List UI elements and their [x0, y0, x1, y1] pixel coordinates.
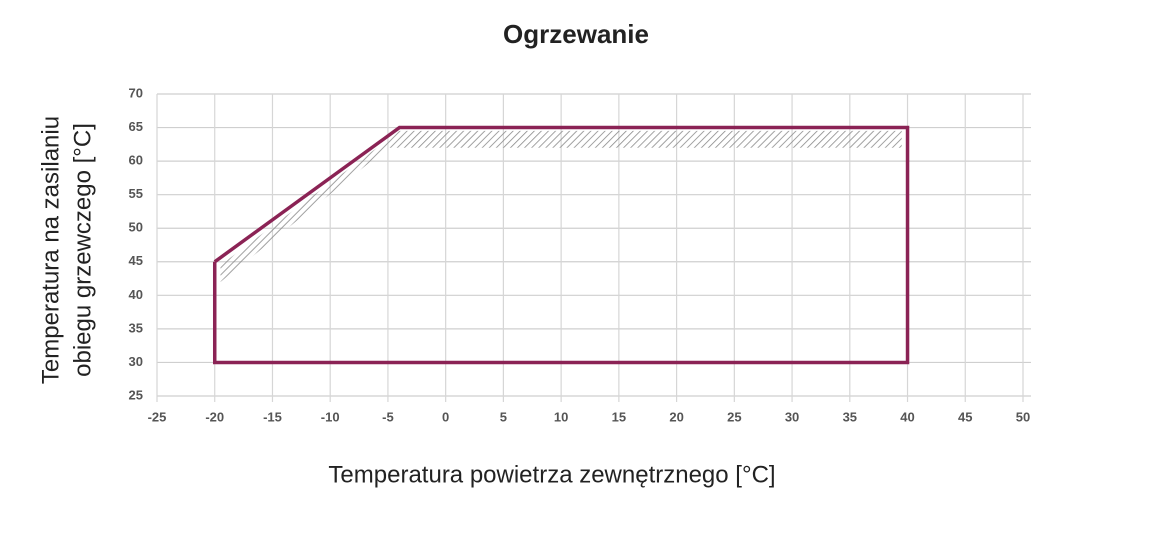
y-tick-label: 60	[129, 153, 143, 168]
x-tick-label: 30	[785, 409, 799, 424]
x-tick-label: 25	[727, 409, 741, 424]
x-tick-label: -5	[382, 409, 394, 424]
envelope-line	[212, 125, 910, 365]
x-tick-label: 0	[442, 409, 449, 424]
y-tick-label: 50	[129, 220, 143, 235]
x-tick-label: -10	[321, 409, 340, 424]
x-tick-label: -15	[263, 409, 282, 424]
y-tick-label: 55	[129, 186, 143, 201]
x-tick-label: 20	[669, 409, 683, 424]
chart-title: Ogrzewanie	[503, 19, 649, 49]
y-tick-label: 30	[129, 354, 143, 369]
y-tick-label: 45	[129, 253, 143, 268]
y-tick-label: 65	[129, 119, 143, 134]
x-tick-label: 5	[500, 409, 507, 424]
y-tick-label: 70	[129, 85, 143, 100]
x-axis-label: Temperatura powietrza zewnętrznego [°C]	[328, 461, 775, 488]
x-tick-label: 45	[958, 409, 972, 424]
x-tick-label: 15	[612, 409, 626, 424]
x-tick-label: 40	[900, 409, 914, 424]
x-tick-label: 50	[1016, 409, 1030, 424]
y-tick-label: 35	[129, 320, 143, 335]
y-tick-label: 40	[129, 287, 143, 302]
x-tick-label: 35	[843, 409, 857, 424]
y-axis-label: Temperatura na zasilaniu	[37, 116, 64, 384]
hatched-band	[220, 130, 902, 282]
y-axis-label: obiegu grzewczego [°C]	[69, 123, 96, 377]
x-tick-label: 10	[554, 409, 568, 424]
x-tick-label: -20	[205, 409, 224, 424]
x-tick-label: -25	[148, 409, 167, 424]
y-tick-label: 25	[129, 387, 143, 402]
